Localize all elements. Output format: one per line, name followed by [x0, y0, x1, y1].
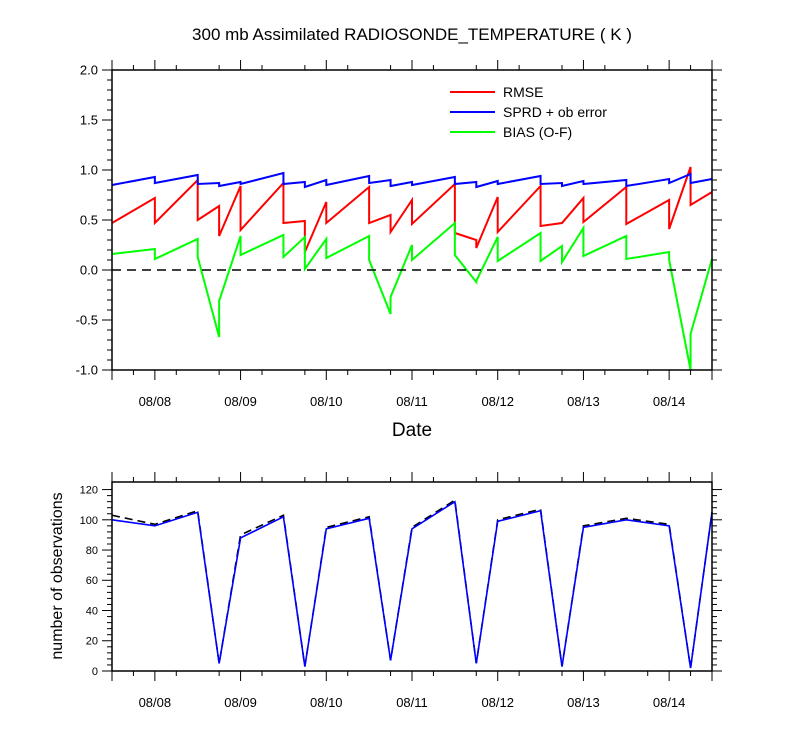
top-y-tick-label: 1.5	[80, 113, 98, 128]
x-axis-label: Date	[392, 420, 432, 441]
top-y-tick-label: 1.0	[80, 163, 98, 178]
top-series-sprd-ob-error	[111, 171, 713, 189]
bottom-y-tick-label: 0	[92, 666, 98, 678]
bottom-x-tick-label: 08/08	[139, 695, 172, 710]
y-axis-label-observations: number of observations	[49, 492, 66, 659]
chart-title: 300 mb Assimilated RADIOSONDE_TEMPERATUR…	[192, 25, 632, 44]
top-x-tick-label: 08/12	[481, 394, 514, 409]
top-series-rmse	[111, 166, 713, 253]
top-y-tick-label: -0.5	[76, 313, 98, 328]
top-y-tick-label: -1.0	[76, 363, 98, 378]
bottom-y-tick-label: 20	[86, 636, 98, 648]
top-plot-frame	[111, 69, 713, 371]
bottom-y-tick-label: 40	[86, 605, 98, 617]
bottom-x-tick-label: 08/12	[481, 695, 514, 710]
bottom-x-tick-label: 08/14	[653, 695, 686, 710]
bottom-y-tick-label: 60	[86, 575, 98, 587]
top-x-tick-label: 08/13	[567, 394, 600, 409]
top-x-tick-label: 08/14	[653, 394, 686, 409]
top-x-tick-label: 08/08	[139, 394, 172, 409]
bottom-x-tick-label: 08/11	[396, 695, 428, 710]
top-y-tick-label: 0.5	[80, 213, 98, 228]
bottom-series-assimilated	[111, 500, 713, 669]
bottom-plot-frame	[111, 481, 713, 672]
top-series-bias-o-f	[111, 220, 713, 371]
legend-label-sprd: SPRD + ob error	[503, 104, 607, 120]
bottom-series-possible	[111, 498, 713, 669]
bottom-panel: 0 20 40 60 80 100 120 08/08 08/09 08/10 08/11 08/1…	[49, 472, 722, 710]
bottom-x-tick-label: 08/10	[310, 695, 343, 710]
bottom-y-tick-label: 120	[80, 485, 98, 497]
top-x-tick-label: 08/11	[396, 394, 428, 409]
legend-label-rmse: RMSE	[503, 84, 543, 100]
bottom-y-tick-label: 100	[80, 515, 98, 527]
legend-label-bias: BIAS (O-F)	[503, 124, 572, 140]
top-y-tick-label: 0.0	[80, 263, 98, 278]
bottom-x-tick-label: 08/09	[224, 695, 257, 710]
legend: RMSE SPRD + ob error BIAS (O-F)	[450, 84, 607, 140]
bottom-y-tick-label: 80	[86, 545, 98, 557]
top-panel: -1.0 -0.5 0.0 0.5 1.0 1.5 2.0 08/08 08/09 08/10 0…	[76, 60, 722, 441]
bottom-x-tick-label: 08/13	[567, 695, 600, 710]
top-y-tick-label: 2.0	[80, 63, 98, 78]
top-x-tick-label: 08/10	[310, 394, 343, 409]
top-x-tick-label: 08/09	[224, 394, 257, 409]
